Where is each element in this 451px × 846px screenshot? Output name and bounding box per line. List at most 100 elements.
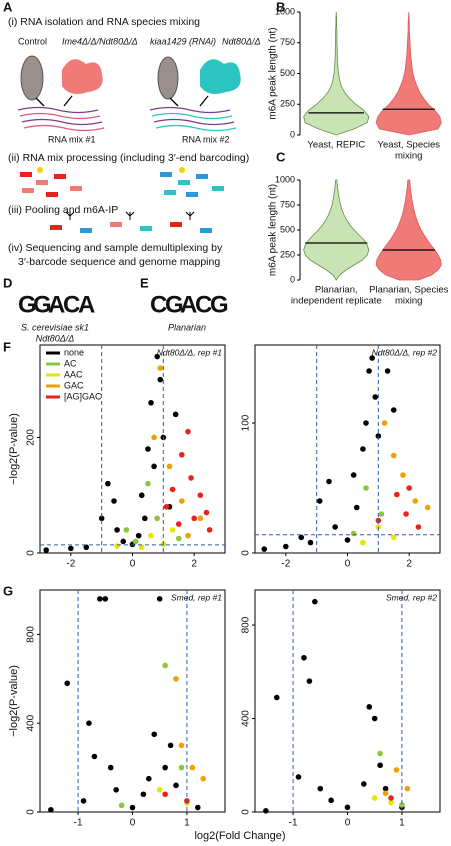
x-tick-label: mixing	[395, 151, 422, 162]
point	[194, 804, 201, 811]
point	[197, 515, 204, 522]
point	[344, 537, 351, 543]
panel-label: B	[276, 0, 285, 14]
panel-label: F	[3, 339, 11, 354]
point	[382, 785, 389, 792]
yeast-icon	[62, 59, 103, 94]
point	[388, 795, 394, 801]
point	[191, 515, 197, 522]
logo-letter: C	[195, 291, 212, 318]
barcoded-rna	[20, 167, 224, 197]
point	[97, 596, 103, 602]
point	[328, 797, 334, 804]
x-tick-label: 2	[406, 559, 412, 570]
point	[350, 530, 357, 537]
point	[91, 753, 98, 760]
point	[371, 795, 378, 801]
point	[394, 491, 400, 498]
point	[301, 654, 307, 661]
x-tick-label: 0	[130, 818, 136, 829]
point	[298, 534, 305, 541]
point	[185, 428, 191, 435]
point	[283, 543, 289, 550]
x-tick-label: 1	[399, 818, 405, 829]
point	[172, 411, 179, 418]
violin	[375, 179, 442, 281]
point	[206, 527, 213, 533]
x-tick-label: 2	[191, 559, 197, 570]
x-tick-label: -1	[74, 818, 83, 829]
point	[366, 704, 373, 710]
y-tick-label: 750	[280, 199, 295, 209]
point	[388, 799, 394, 806]
point	[154, 353, 160, 360]
y-axis-label: m6A peak length (nt)	[268, 184, 279, 276]
point	[393, 767, 400, 773]
point	[400, 472, 406, 478]
y-tick-label: 1000	[275, 174, 295, 184]
violin	[375, 11, 442, 136]
point	[169, 486, 176, 493]
plot-frame	[254, 589, 441, 813]
point	[326, 478, 332, 485]
x-tick-label: independent replicate	[291, 296, 382, 307]
point	[377, 762, 383, 769]
point	[146, 775, 152, 782]
y-tick-label: 0	[241, 809, 252, 815]
point	[363, 420, 369, 426]
point	[399, 802, 405, 808]
point	[382, 790, 389, 797]
annotation: Smed, rep #1	[171, 592, 222, 602]
point	[316, 498, 323, 504]
group-label: Ime4Δ/Δ/Ndt80Δ/Δ	[62, 36, 138, 46]
x-tick-label: Yeast, REPIC	[307, 140, 365, 151]
point	[138, 544, 145, 551]
y-axis-label: m6A peak length (nt)	[268, 27, 279, 119]
y-tick-label: 0	[26, 809, 37, 815]
point	[129, 804, 136, 811]
point	[363, 485, 369, 491]
violin	[303, 11, 370, 136]
y-tick-label: 750	[280, 37, 295, 47]
violin	[303, 179, 370, 281]
point	[132, 538, 139, 545]
legend-label: [AG]GAC	[64, 391, 102, 401]
point	[403, 511, 409, 517]
legend-label: none	[64, 347, 84, 357]
panel-label: E	[140, 275, 149, 290]
y-tick-label: 1000	[275, 6, 295, 16]
point	[142, 515, 148, 522]
point	[312, 598, 318, 605]
point	[138, 492, 145, 499]
point	[102, 596, 109, 602]
point	[390, 534, 397, 541]
x-tick-label: -2	[66, 559, 75, 570]
point	[107, 764, 114, 771]
group-label: Ndt80Δ/Δ	[222, 36, 261, 46]
x-axis-label: log2(Fold Change)	[194, 830, 285, 842]
x-tick-label: Planarian,	[315, 285, 358, 296]
point	[105, 480, 111, 487]
point	[118, 802, 125, 809]
point	[48, 806, 54, 813]
point	[178, 764, 185, 771]
point	[83, 544, 90, 551]
point	[185, 532, 191, 539]
annotation: Ndt80Δ/Δ, rep #2	[372, 347, 438, 357]
group-label: Control	[18, 36, 47, 46]
point	[151, 434, 157, 441]
y-tick-label: 100	[241, 414, 252, 431]
point	[157, 376, 164, 383]
planarian-icon	[157, 56, 179, 100]
y-tick-label: 800	[241, 616, 252, 633]
point	[163, 503, 170, 510]
point	[390, 407, 397, 413]
logo-letter: A	[78, 291, 95, 318]
point	[148, 399, 154, 406]
plot-frame	[254, 344, 441, 554]
point	[162, 791, 168, 798]
point	[200, 775, 207, 782]
step-text: 3′-barcode sequence and genome mapping	[18, 256, 220, 268]
point	[151, 731, 158, 738]
